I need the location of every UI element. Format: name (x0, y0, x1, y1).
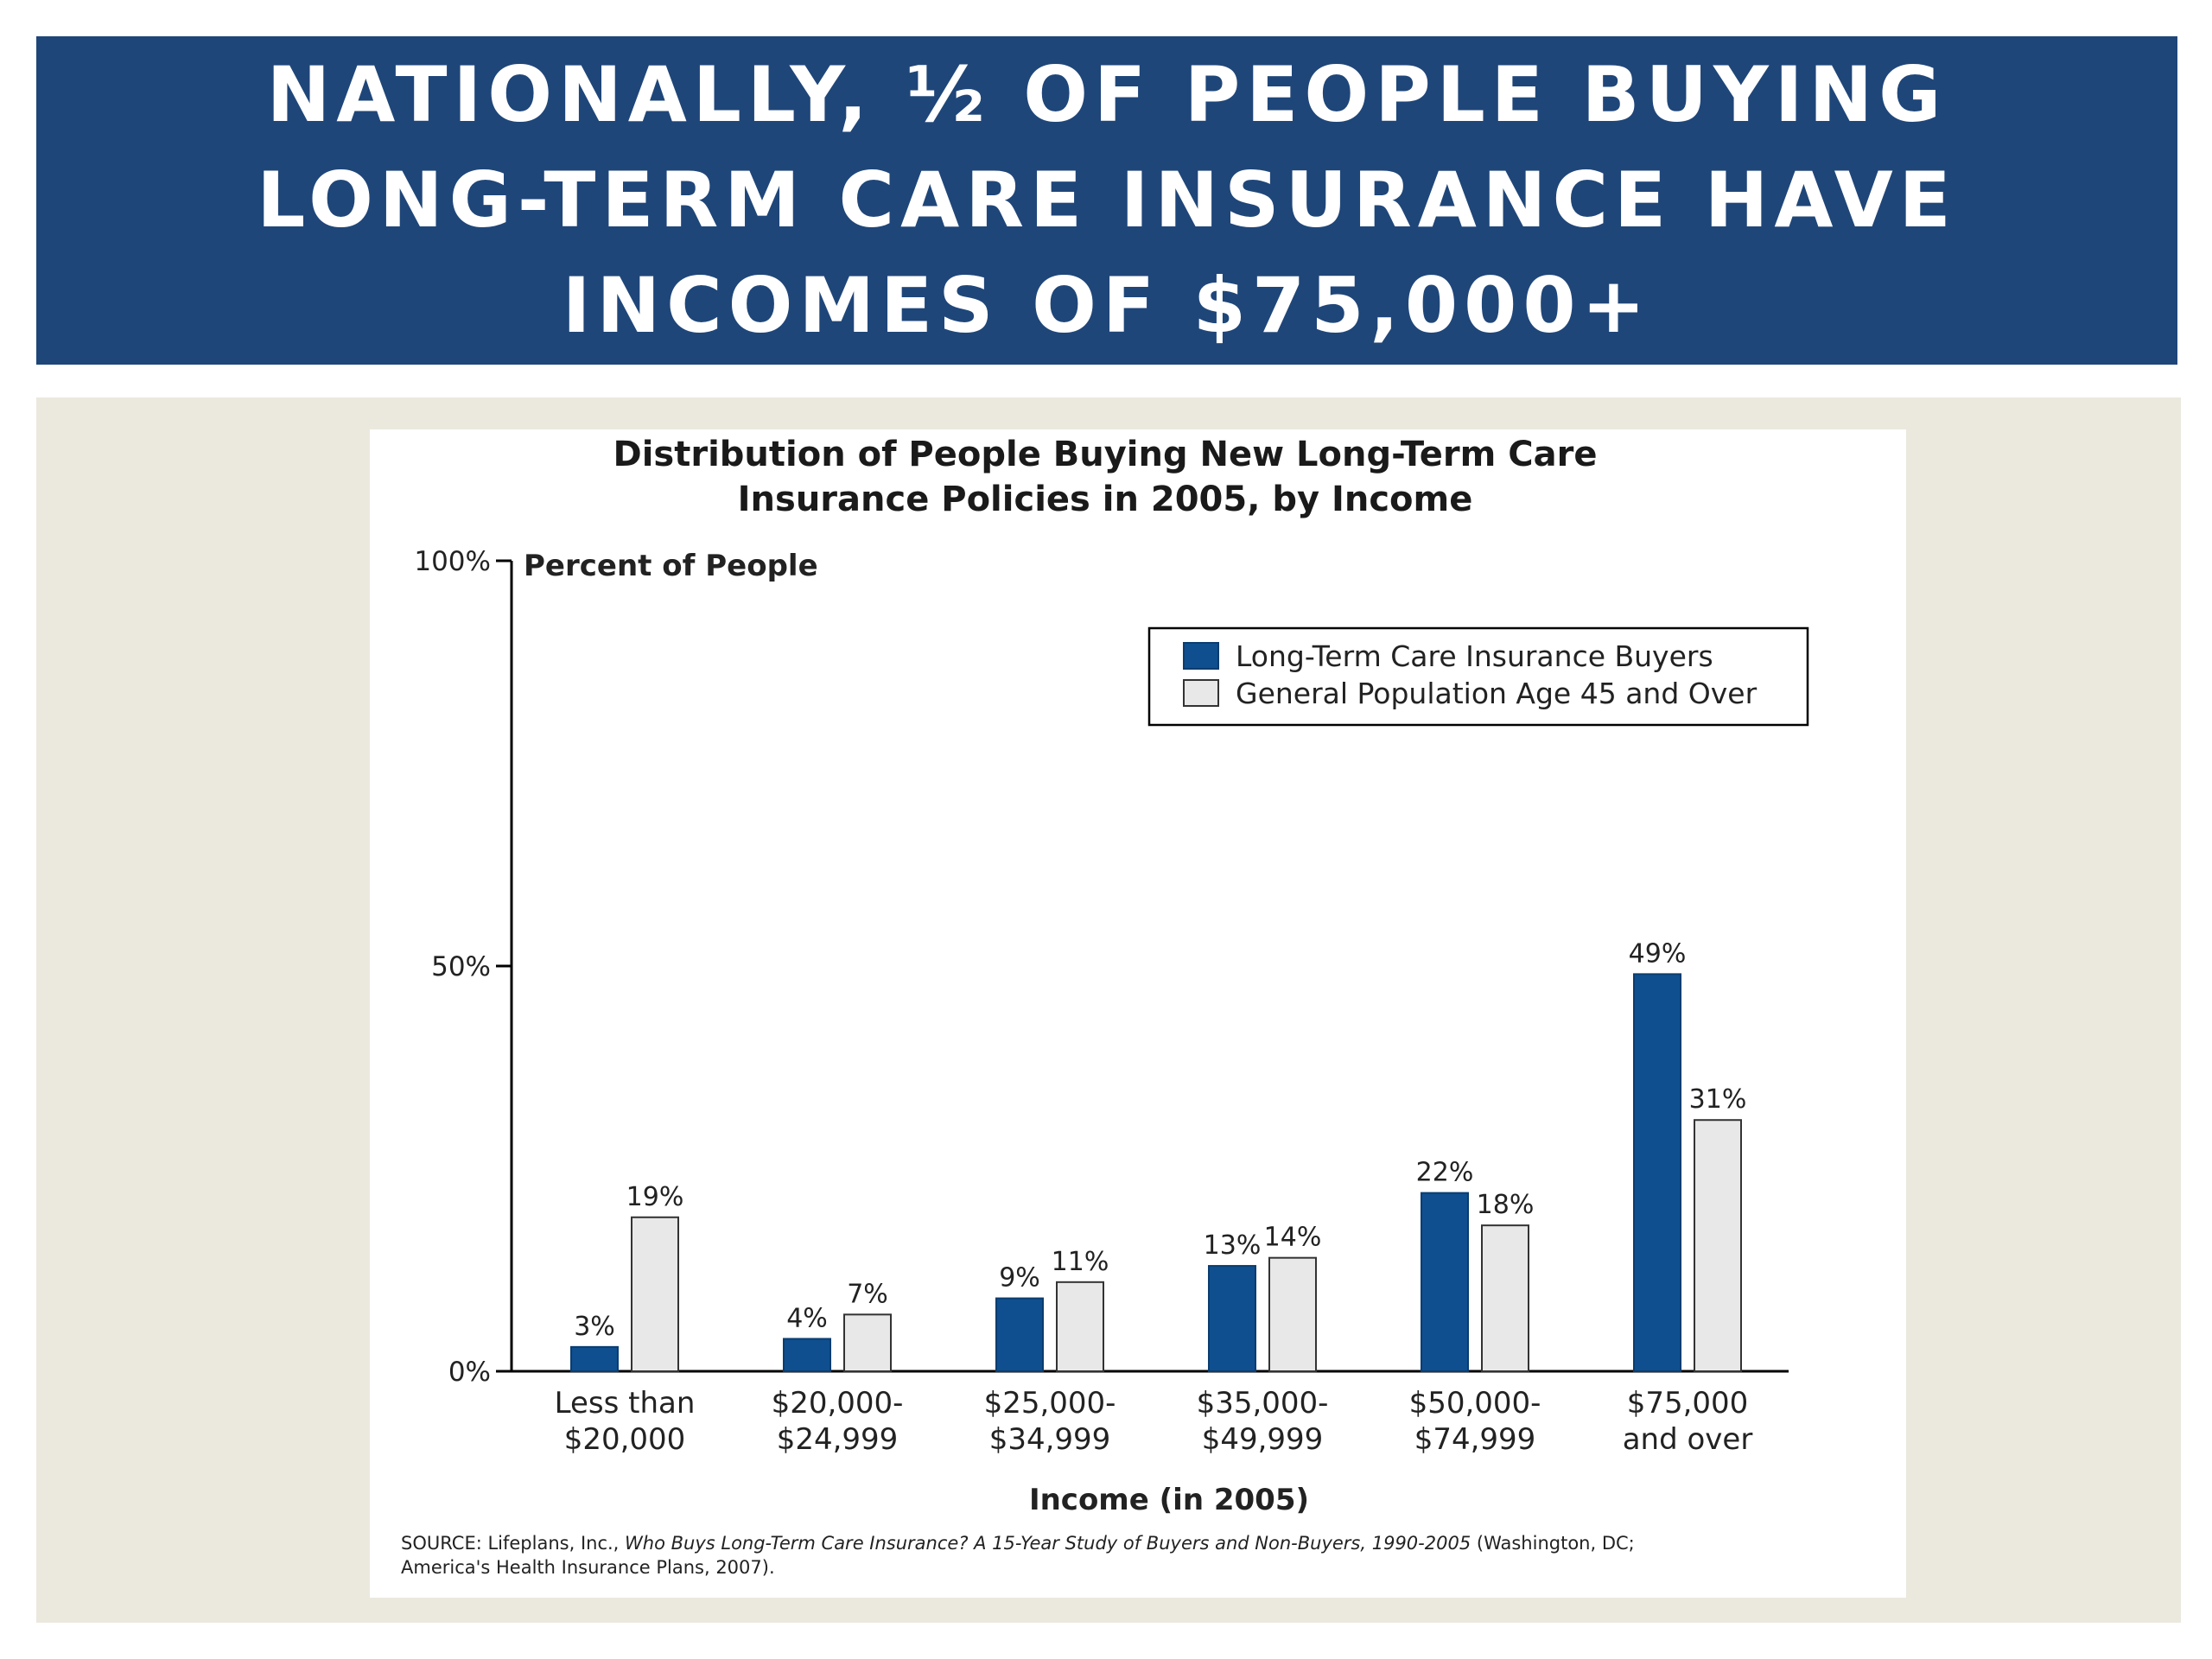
buyers-bar-6 (1633, 973, 1681, 1372)
x-category-label-6-line-2: and over (1623, 1422, 1753, 1457)
buyers-value-label-1: 3% (574, 1312, 615, 1342)
population-value-label-1: 19% (626, 1182, 684, 1212)
legend-swatch-buyers (1183, 642, 1219, 670)
chart-card: Distribution of People Buying New Long-T… (370, 429, 1906, 1598)
source-line-1: SOURCE: Lifeplans, Inc., Who Buys Long-T… (401, 1531, 1870, 1555)
x-category-label-6-line-1: $75,000 (1627, 1386, 1749, 1421)
legend-label-population: General Population Age 45 and Over (1236, 677, 1758, 710)
y-tick-label-100: 100% (414, 546, 491, 577)
x-category-label-3-line-1: $25,000- (984, 1386, 1116, 1421)
buyers-bar-3 (995, 1297, 1044, 1373)
source-note: SOURCE: Lifeplans, Inc., Who Buys Long-T… (401, 1531, 1870, 1580)
buyers-value-label-6: 49% (1629, 938, 1687, 969)
buyers-value-label-5: 22% (1416, 1158, 1474, 1188)
buyers-value-label-2: 4% (786, 1303, 828, 1333)
slide-title: NATIONALLY, ½ OF PEOPLE BUYING LONG-TERM… (257, 50, 1957, 350)
x-category-label-3-line-2: $34,999 (989, 1422, 1111, 1457)
population-value-label-5: 18% (1477, 1190, 1535, 1220)
buyers-bar-4 (1208, 1265, 1256, 1372)
legend-label-buyers: Long-Term Care Insurance Buyers (1236, 639, 1713, 673)
x-category-label-4-line-2: $49,999 (1202, 1422, 1324, 1457)
chart-title-line-2: Insurance Policies in 2005, by Income (738, 480, 1473, 519)
source-line-2: America's Health Insurance Plans, 2007). (401, 1557, 775, 1578)
population-bar-6 (1694, 1119, 1742, 1372)
population-bar-3 (1056, 1281, 1104, 1373)
x-category-label-5-line-1: $50,000- (1409, 1386, 1541, 1421)
legend-box (1147, 626, 1809, 727)
source-suffix: (Washington, DC; (1471, 1533, 1635, 1554)
source-prefix: SOURCE: Lifeplans, Inc., (401, 1533, 626, 1554)
population-bar-1 (631, 1216, 679, 1373)
population-bar-4 (1268, 1256, 1317, 1372)
source-title: Who Buys Long-Term Care Insurance? A 15-… (625, 1533, 1471, 1554)
buyers-bar-5 (1421, 1192, 1469, 1373)
population-bar-2 (843, 1313, 892, 1372)
x-category-label-2-line-1: $20,000- (772, 1386, 904, 1421)
buyers-bar-2 (783, 1338, 831, 1372)
legend-swatch-population (1183, 679, 1219, 707)
x-category-label-1-line-2: $20,000 (564, 1422, 686, 1457)
population-value-label-3: 11% (1052, 1247, 1109, 1277)
buyers-bar-1 (570, 1345, 619, 1372)
population-value-label-6: 31% (1689, 1084, 1747, 1115)
x-category-label-4-line-1: $35,000- (1197, 1386, 1329, 1421)
y-tick-label-50: 50% (431, 951, 491, 982)
x-category-label-2-line-2: $24,999 (777, 1422, 899, 1457)
bar-chart: Distribution of People Buying New Long-T… (414, 435, 1809, 1517)
chart-title-line-1: Distribution of People Buying New Long-T… (613, 435, 1598, 474)
population-value-label-2: 7% (847, 1279, 888, 1309)
y-axis-label: Percent of People (524, 549, 818, 583)
x-axis-label: Income (in 2005) (1029, 1483, 1309, 1517)
buyers-value-label-3: 9% (999, 1263, 1040, 1294)
x-category-label-5-line-2: $74,999 (1414, 1422, 1536, 1457)
population-bar-5 (1481, 1224, 1529, 1372)
y-tick-label-0: 0% (448, 1357, 491, 1388)
population-value-label-4: 14% (1264, 1223, 1322, 1253)
buyers-value-label-4: 13% (1204, 1230, 1262, 1261)
title-banner: NATIONALLY, ½ OF PEOPLE BUYING LONG-TERM… (36, 36, 2177, 365)
x-category-label-1-line-1: Less than (555, 1386, 696, 1421)
